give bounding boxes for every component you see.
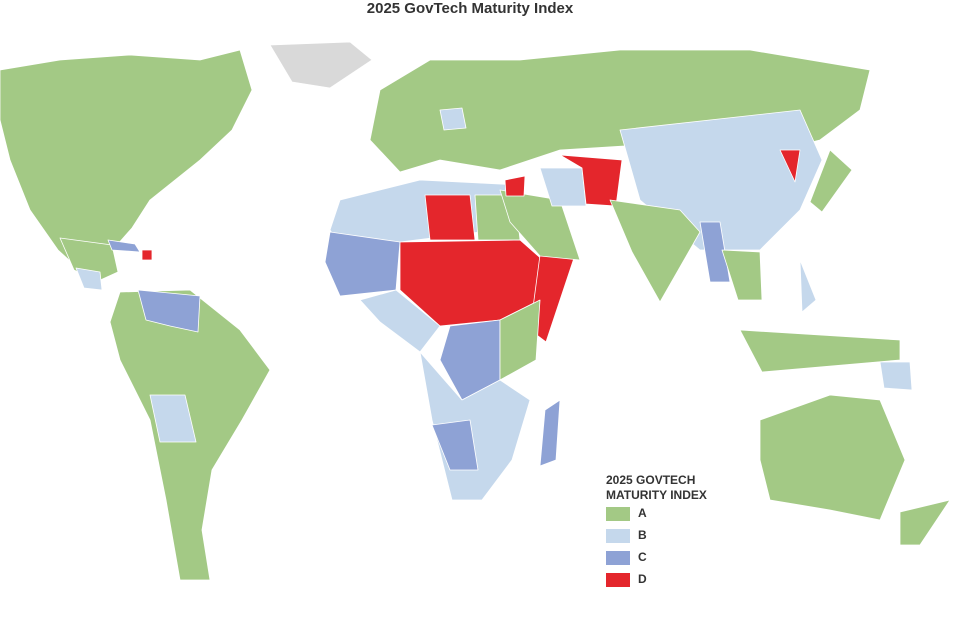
legend-label: D: [638, 572, 647, 586]
region: [539, 399, 561, 467]
region: [539, 167, 587, 207]
region: [759, 394, 906, 521]
region: [439, 107, 467, 131]
region: [137, 289, 201, 333]
legend-title: 2025 GOVTECH: [606, 473, 695, 487]
region: [75, 267, 103, 291]
region: [324, 231, 401, 297]
region: [0, 49, 253, 273]
region: [799, 259, 817, 313]
region: [721, 249, 763, 301]
legend-swatch: [606, 551, 630, 565]
legend-label: A: [638, 506, 647, 520]
legend-swatch: [606, 529, 630, 543]
legend-swatch: [606, 507, 630, 521]
legend-label: C: [638, 550, 647, 564]
map-regions: [0, 41, 951, 581]
map-title: 2025 GovTech Maturity Index: [367, 0, 574, 17]
region: [899, 499, 951, 546]
region: [359, 289, 441, 353]
region: [431, 419, 479, 471]
region: [504, 175, 526, 197]
region: [809, 149, 853, 213]
region: [269, 41, 373, 89]
legend-swatch: [606, 573, 630, 587]
region: [141, 249, 153, 261]
region: [609, 199, 701, 303]
region: [499, 299, 541, 381]
region: [699, 221, 731, 283]
legend-title: MATURITY INDEX: [606, 488, 707, 502]
legend-label: B: [638, 528, 647, 542]
region: [424, 194, 476, 241]
region: [107, 239, 141, 253]
region: [879, 361, 913, 391]
region: [739, 329, 901, 373]
region: [779, 149, 801, 183]
region: [59, 237, 119, 283]
region: [559, 154, 623, 207]
region: [149, 394, 197, 443]
